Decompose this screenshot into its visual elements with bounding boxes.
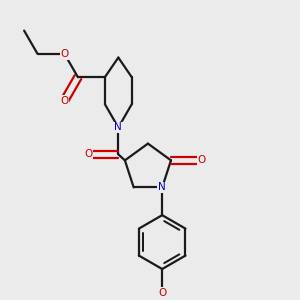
Text: O: O <box>60 95 69 106</box>
Text: N: N <box>115 122 122 133</box>
Text: N: N <box>158 182 166 192</box>
Text: O: O <box>60 49 69 59</box>
Text: O: O <box>198 155 206 165</box>
Text: O: O <box>158 288 166 298</box>
Text: O: O <box>84 149 92 159</box>
